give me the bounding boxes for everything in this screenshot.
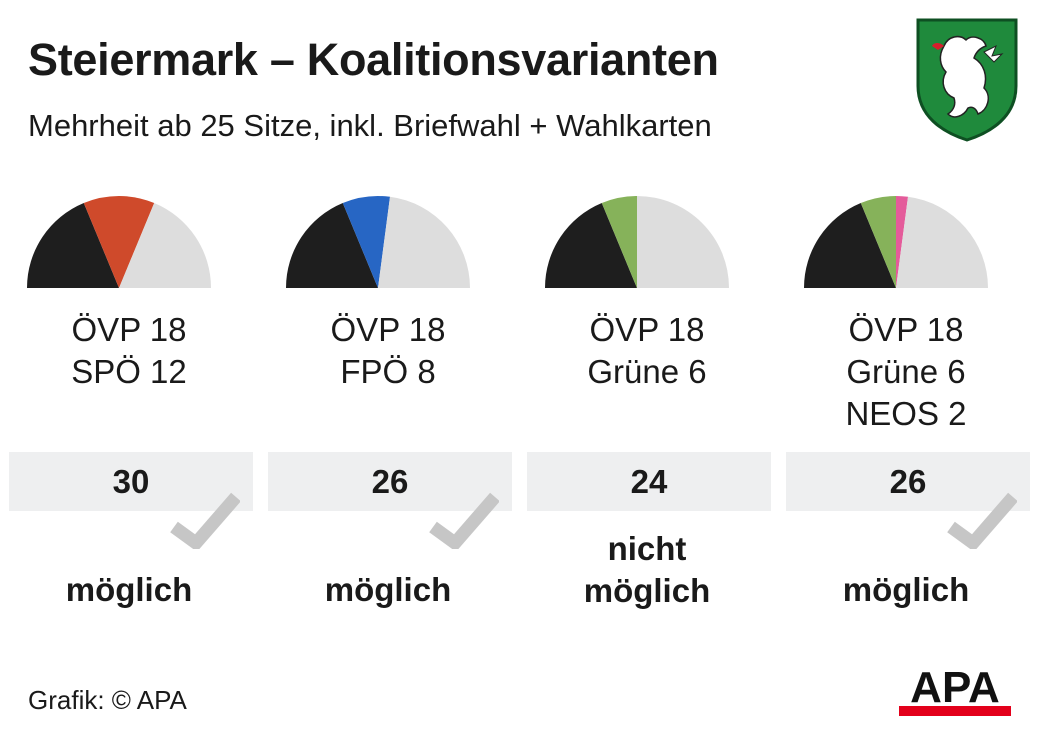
apa-logo-bar (899, 706, 1011, 716)
coalition-column: ÖVP 18 SPÖ 12 30 möglich (0, 195, 258, 608)
pie-slice-grne (601, 196, 637, 288)
apa-logo-text: APA (910, 664, 1000, 712)
coalition-column: ÖVP 18 Grüne 6 24 nicht möglich (518, 195, 776, 609)
party-seat-label: SPÖ 12 (71, 353, 187, 390)
seat-semicircle (27, 195, 211, 288)
status-line: möglich (583, 572, 711, 609)
total-seats-box: 26 (786, 452, 1030, 511)
party-seat-labels: ÖVP 18 Grüne 6 NEOS 2 (777, 309, 1035, 439)
status-line: nicht (607, 530, 687, 567)
checkmark-icon (947, 492, 1017, 549)
coalition-status: möglich (259, 569, 517, 611)
coalition-column: ÖVP 18 FPÖ 8 26 möglich (259, 195, 517, 608)
status-line: möglich (65, 571, 193, 608)
status-line: möglich (842, 571, 970, 608)
pie-slice-vp (286, 203, 378, 288)
source-credit: Grafik: © APA (28, 685, 187, 715)
status-line: möglich (324, 571, 452, 608)
party-seat-label: NEOS 2 (845, 395, 967, 432)
seat-semicircle (545, 196, 729, 288)
party-seat-label: ÖVP 18 (848, 311, 964, 348)
coalition-status: möglich (0, 569, 258, 611)
party-seat-label: Grüne 6 (846, 353, 966, 390)
pie-slice-rest (119, 203, 211, 288)
pie-slice-sp (83, 195, 155, 288)
coalition-status: nicht möglich (518, 528, 776, 612)
party-seat-label: ÖVP 18 (589, 311, 705, 348)
pie-slice-grne (860, 196, 896, 288)
coalition-column: ÖVP 18 Grüne 6 NEOS 2 26 möglich (777, 195, 1035, 608)
pie-slice-vp (545, 203, 637, 288)
styrian-panther-crest-icon (916, 18, 1018, 142)
checkmark-icon (170, 492, 240, 549)
pie-slice-neos (896, 196, 909, 288)
party-seat-labels: ÖVP 18 FPÖ 8 (259, 309, 517, 439)
party-seat-label: Grüne 6 (587, 353, 707, 390)
coalition-status: möglich (777, 569, 1035, 611)
party-seat-label: FPÖ 8 (340, 353, 436, 390)
party-seat-labels: ÖVP 18 SPÖ 12 (0, 309, 258, 439)
seat-semicircle (286, 196, 470, 288)
pie-slice-rest (378, 196, 470, 288)
party-seat-labels: ÖVP 18 Grüne 6 (518, 309, 776, 439)
party-seat-label: ÖVP 18 (71, 311, 187, 348)
pie-slice-fp (342, 196, 391, 288)
pie-slice-rest (637, 196, 729, 288)
apa-logo: APA (899, 664, 1011, 716)
total-seats-box: 24 (527, 452, 771, 511)
total-seats-box: 30 (9, 452, 253, 511)
pie-slice-vp (27, 203, 119, 288)
pie-slice-vp (804, 203, 896, 288)
party-seat-label: ÖVP 18 (330, 311, 446, 348)
pie-slice-rest (896, 196, 988, 288)
chart-title: Steiermark – Koalitionsvarianten (28, 34, 719, 85)
total-seats-box: 26 (268, 452, 512, 511)
seat-semicircle (804, 196, 988, 288)
checkmark-icon (429, 492, 499, 549)
chart-subtitle: Mehrheit ab 25 Sitze, inkl. Briefwahl + … (28, 108, 712, 143)
